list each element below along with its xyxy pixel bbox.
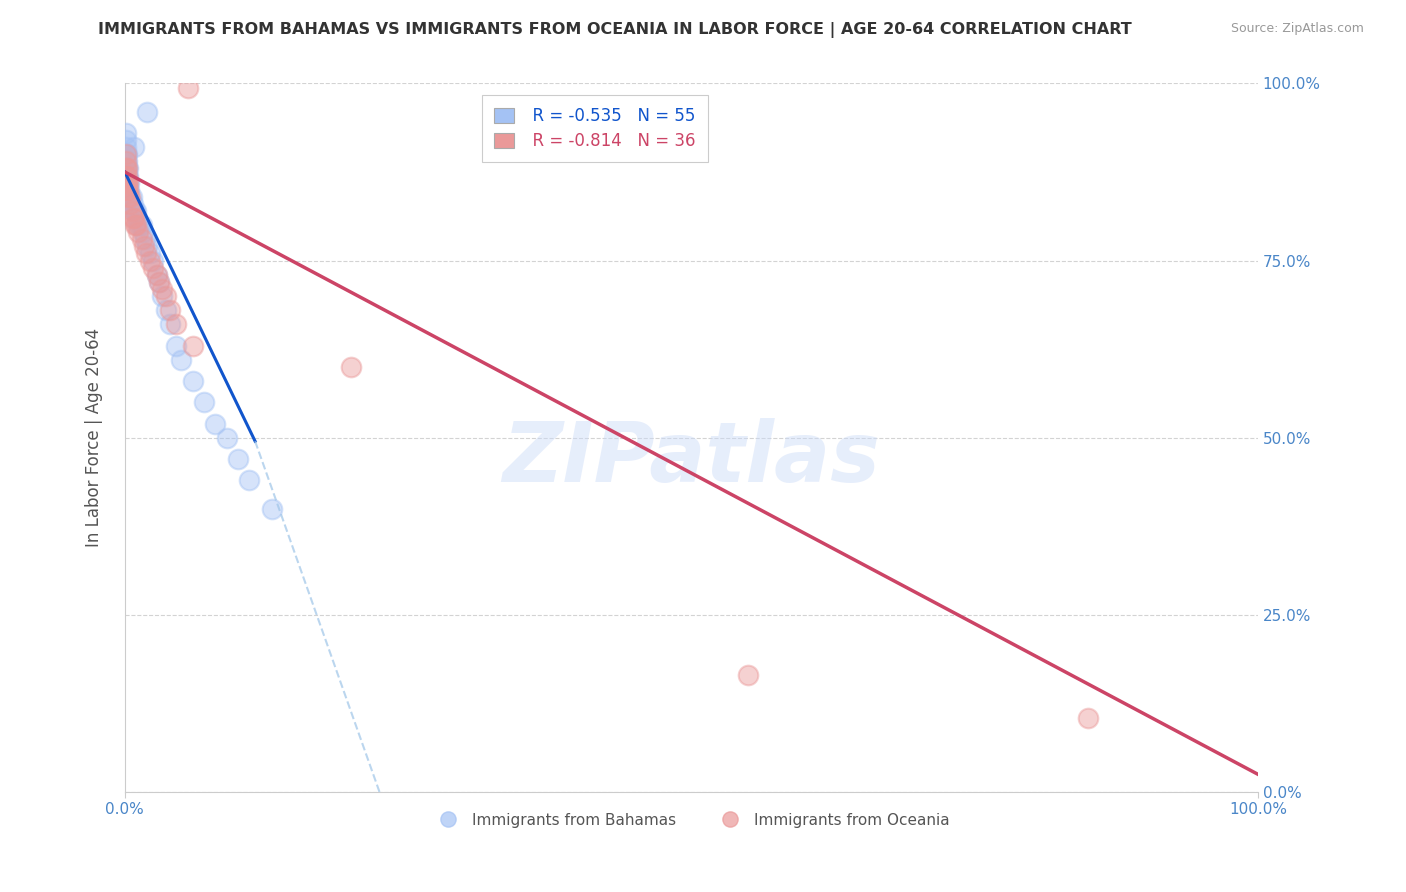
Point	[115, 161, 138, 176]
Point	[122, 211, 145, 225]
Point	[340, 359, 363, 374]
Point	[117, 176, 139, 190]
Point	[115, 126, 138, 140]
Point	[117, 169, 139, 183]
Point	[115, 147, 138, 161]
Point	[115, 169, 138, 183]
Point	[115, 154, 138, 169]
Point	[122, 204, 145, 219]
Point	[121, 190, 143, 204]
Point	[117, 190, 139, 204]
Point	[115, 176, 138, 190]
Point	[145, 268, 167, 282]
Point	[215, 431, 238, 445]
Point	[125, 218, 148, 232]
Point	[142, 253, 165, 268]
Point	[121, 197, 143, 211]
Point	[136, 239, 159, 253]
Point	[159, 318, 181, 332]
Point	[145, 268, 167, 282]
Point	[118, 176, 141, 190]
Point	[177, 81, 200, 95]
Point	[115, 161, 138, 176]
Point	[121, 211, 143, 225]
Point	[181, 338, 204, 352]
Point	[124, 204, 146, 219]
Point	[238, 473, 260, 487]
Point	[131, 218, 153, 232]
Point	[115, 161, 138, 176]
Point	[121, 204, 143, 219]
Point	[131, 232, 153, 246]
Point	[127, 211, 149, 225]
Point	[117, 183, 139, 197]
Point	[193, 395, 215, 409]
Point	[737, 668, 759, 682]
Y-axis label: In Labor Force | Age 20-64: In Labor Force | Age 20-64	[86, 328, 103, 548]
Point	[262, 501, 284, 516]
Point	[115, 147, 138, 161]
Point	[115, 183, 138, 197]
Point	[118, 190, 141, 204]
Point	[125, 204, 148, 219]
Point	[204, 417, 226, 431]
Point	[150, 289, 173, 303]
Point	[127, 225, 149, 239]
Point	[115, 147, 138, 161]
Point	[127, 218, 149, 232]
Point	[226, 452, 249, 467]
Point	[117, 190, 139, 204]
Point	[132, 239, 155, 253]
Point	[165, 318, 187, 332]
Text: ZIPatlas: ZIPatlas	[502, 418, 880, 500]
Point	[115, 183, 138, 197]
Point	[118, 183, 141, 197]
Point	[150, 282, 173, 296]
Point	[115, 147, 138, 161]
Point	[1077, 710, 1099, 724]
Point	[148, 275, 170, 289]
Point	[155, 289, 177, 303]
Legend: Immigrants from Bahamas, Immigrants from Oceania: Immigrants from Bahamas, Immigrants from…	[426, 806, 956, 834]
Point	[132, 225, 155, 239]
Point	[115, 133, 138, 147]
Point	[115, 169, 138, 183]
Point	[117, 183, 139, 197]
Point	[139, 246, 162, 260]
Point	[117, 161, 139, 176]
Point	[135, 246, 157, 260]
Point	[155, 303, 177, 318]
Point	[139, 253, 162, 268]
Text: IMMIGRANTS FROM BAHAMAS VS IMMIGRANTS FROM OCEANIA IN LABOR FORCE | AGE 20-64 CO: IMMIGRANTS FROM BAHAMAS VS IMMIGRANTS FR…	[98, 22, 1132, 38]
Point	[128, 218, 150, 232]
Point	[159, 303, 181, 318]
Point	[142, 260, 165, 275]
Point	[136, 104, 159, 119]
Point	[117, 197, 139, 211]
Point	[115, 140, 138, 154]
Point	[115, 169, 138, 183]
Point	[117, 176, 139, 190]
Point	[115, 161, 138, 176]
Point	[115, 154, 138, 169]
Point	[124, 218, 146, 232]
Point	[115, 176, 138, 190]
Point	[115, 190, 138, 204]
Point	[165, 338, 187, 352]
Point	[148, 275, 170, 289]
Point	[115, 176, 138, 190]
Point	[120, 197, 142, 211]
Point	[115, 169, 138, 183]
Point	[134, 232, 156, 246]
Point	[181, 374, 204, 388]
Text: Source: ZipAtlas.com: Source: ZipAtlas.com	[1230, 22, 1364, 36]
Point	[115, 154, 138, 169]
Point	[120, 190, 142, 204]
Point	[115, 169, 138, 183]
Point	[122, 140, 145, 154]
Point	[170, 352, 193, 367]
